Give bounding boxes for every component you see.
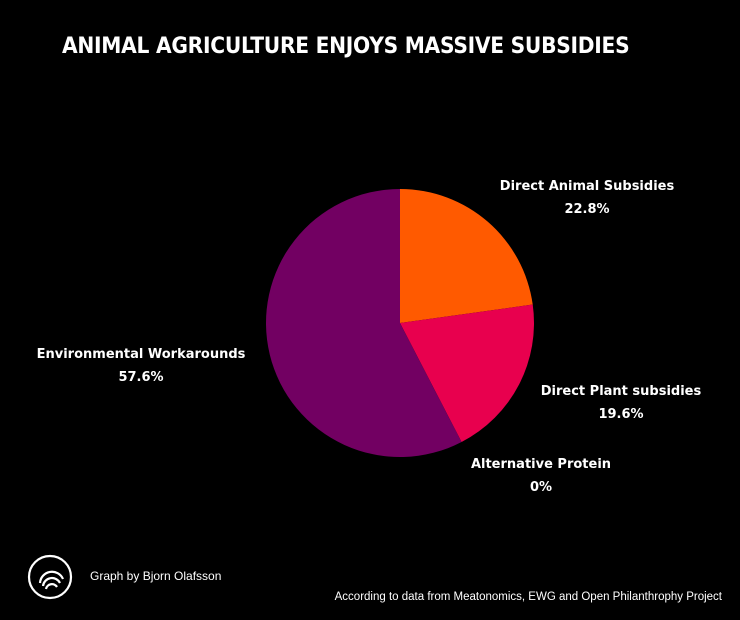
slice-value-alternative-protein: 0% — [530, 480, 552, 495]
slice-label-direct-plant-subsidies: Direct Plant subsidies — [541, 384, 702, 399]
concentric-circles-logo-icon — [26, 553, 74, 606]
slice-label-direct-animal-subsidies: Direct Animal Subsidies — [500, 179, 675, 194]
pie-slice-direct-animal-subsidies — [400, 189, 533, 323]
pie-labels: Direct Animal Subsidies 22.8% Direct Plant… — [37, 179, 702, 495]
pie-slice-environmental-workarounds — [266, 189, 462, 457]
credit-text: Graph by Bjorn Olafsson — [90, 569, 222, 583]
slice-value-environmental-workarounds: 57.6% — [118, 370, 163, 385]
slice-label-environmental-workarounds: Environmental Workarounds — [37, 347, 246, 362]
slice-value-direct-animal-subsidies: 22.8% — [564, 202, 609, 217]
pie-slices — [266, 189, 534, 457]
source-text: According to data from Meatonomics, EWG … — [334, 591, 722, 603]
chart-title: ANIMAL AGRICULTURE ENJOYS MASSIVE SUBSID… — [62, 34, 630, 59]
pie-slice-direct-plant-subsidies — [400, 304, 534, 443]
slice-label-alternative-protein: Alternative Protein — [471, 457, 611, 472]
slice-value-direct-plant-subsidies: 19.6% — [598, 407, 643, 422]
